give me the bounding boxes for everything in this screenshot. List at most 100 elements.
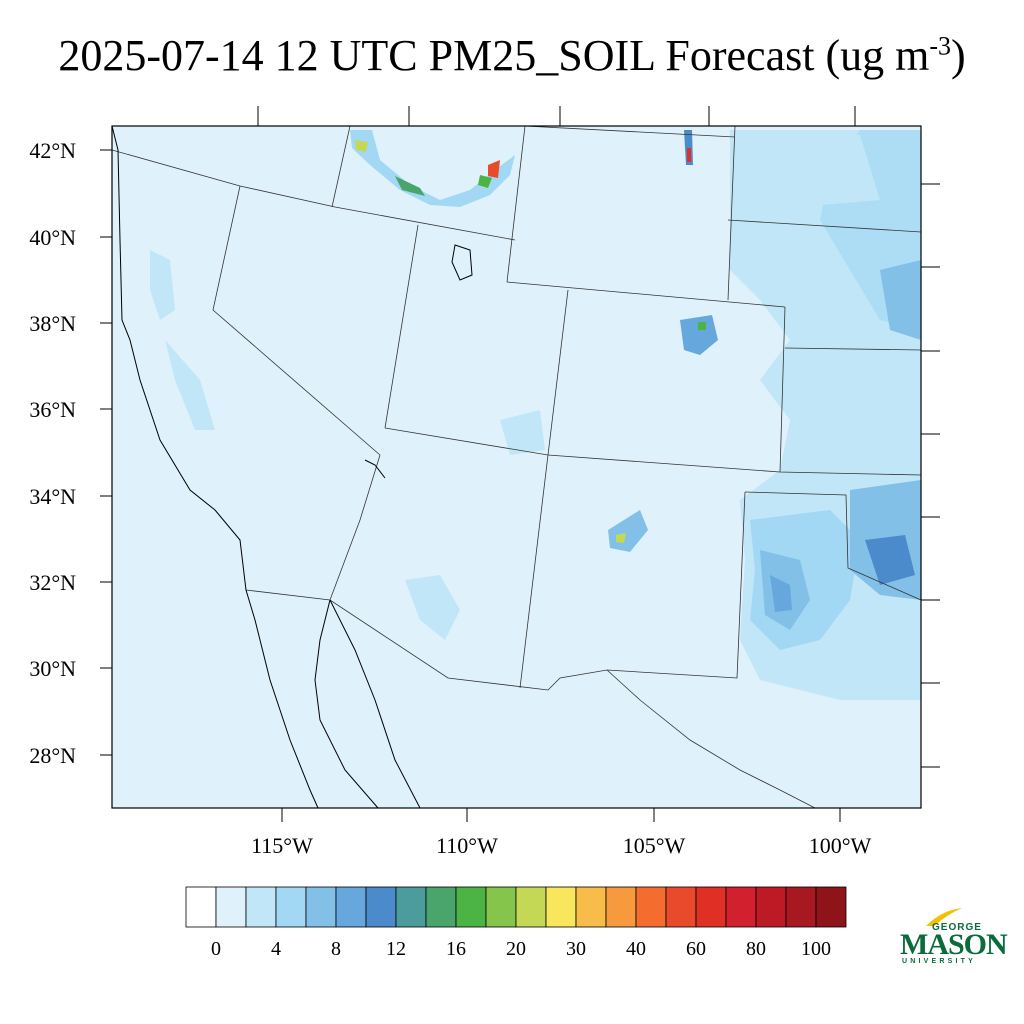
title-close: )	[951, 31, 966, 80]
colorbar-swatch	[485, 886, 517, 928]
colorbar-tick-label: 12	[386, 938, 406, 960]
logo-swoosh-icon	[926, 908, 962, 926]
logo-middle-text: MASON	[900, 928, 1008, 961]
idaho-arc-patch	[350, 130, 515, 207]
colorbar-swatch	[215, 886, 247, 928]
colorbar-swatch	[335, 886, 367, 928]
colorbar-tick-label: 30	[566, 938, 586, 960]
texas-patch-dark	[770, 575, 792, 612]
pacific-coast	[111, 125, 319, 809]
map-panel	[111, 125, 922, 809]
colorbar-swatch	[635, 886, 667, 928]
colorbar-swatch	[815, 886, 847, 928]
colorbar-swatch	[755, 886, 787, 928]
border-nm-tx	[606, 491, 746, 679]
colorado-patch	[680, 315, 718, 355]
colorbar-swatch	[455, 886, 487, 928]
california-valley-patch	[150, 250, 175, 320]
lon-labels: 115°W 110°W 105°W 100°W	[251, 833, 871, 858]
colorbar-tick-label: 16	[446, 938, 466, 960]
border-co-ks	[779, 306, 786, 473]
colorbar-tick-label: 4	[271, 938, 281, 960]
lat-label: 42°N	[29, 138, 76, 163]
border-az-nm	[519, 454, 549, 689]
arizona-patch	[405, 575, 460, 640]
colorbar-tick-label: 100	[801, 938, 831, 960]
colorado-hotspot	[698, 322, 706, 330]
lon-label: 100°W	[809, 833, 872, 858]
lat-label: 36°N	[29, 397, 76, 422]
colorbar-tick-label: 60	[686, 938, 706, 960]
colorbar-swatch	[515, 886, 547, 928]
border-us-mexico	[245, 589, 816, 809]
wyoming-hotspot	[488, 160, 500, 178]
east-texas-dark	[865, 535, 915, 585]
concentration-patches	[150, 130, 921, 700]
lon-label: 105°W	[623, 833, 686, 858]
axis-ticks	[100, 106, 940, 822]
boundaries	[111, 125, 922, 809]
new-mexico-hotspot	[616, 533, 626, 543]
logo-top-text: GEORGE	[932, 922, 982, 933]
border-wy-west	[506, 125, 526, 283]
colorbar-swatch	[695, 886, 727, 928]
lon-label: 115°W	[251, 833, 313, 858]
colorbar-swatch	[545, 886, 577, 928]
border-ca-nv	[212, 185, 381, 456]
map-frame	[111, 125, 922, 809]
border-ut-az	[384, 427, 922, 476]
kansas-patch	[880, 260, 921, 340]
lat-label: 34°N	[29, 484, 76, 509]
colorbar-labels: 0 4 8 12 16 20 30 40 60 80 100	[211, 938, 831, 960]
colorbar-swatch	[425, 886, 457, 928]
title-main: 2025-07-14 12 UTC PM25_SOIL Forecast (ug…	[58, 31, 930, 80]
colorado-river	[364, 459, 386, 479]
lon-label: 110°W	[436, 833, 498, 858]
utah-patch	[500, 410, 545, 455]
border-ut-co	[506, 281, 786, 308]
colorbar-swatch	[665, 886, 697, 928]
border-ok-tx	[744, 491, 922, 601]
colorbar-tick-label: 0	[211, 938, 221, 960]
colorbar-swatch	[185, 886, 217, 928]
gmu-logo: GEORGE MASON UNIVERSITY	[898, 900, 1008, 970]
great-salt-lake	[451, 244, 473, 281]
colorbar-swatch	[575, 886, 607, 928]
border-sd-ne	[524, 125, 736, 138]
border-ca-az	[329, 454, 381, 601]
wyoming-green	[478, 175, 492, 188]
border-or-id-nv	[111, 149, 516, 241]
idaho-hotspot	[355, 140, 368, 152]
colorbar-swatch	[245, 886, 277, 928]
coastline	[111, 125, 473, 809]
lat-label: 30°N	[29, 656, 76, 681]
lat-label: 40°N	[29, 225, 76, 250]
lat-label: 38°N	[29, 311, 76, 336]
lat-labels: 42°N 40°N 38°N 36°N 34°N 32°N 30°N 28°N	[29, 138, 76, 768]
logo-bottom-text: UNIVERSITY	[902, 958, 977, 965]
colorbar-swatch	[395, 886, 427, 928]
chart-title: 2025-07-14 12 UTC PM25_SOIL Forecast (ug…	[0, 30, 1024, 81]
border-nv-ut	[384, 224, 419, 429]
colorbar	[185, 886, 847, 928]
title-unit-exponent: -3	[929, 31, 951, 61]
border-wy-east	[727, 125, 736, 301]
border-id-wy	[331, 125, 351, 208]
baja-east-coast	[329, 599, 421, 809]
border-ks-ok	[784, 347, 922, 351]
gulf-of-california-coast	[314, 599, 379, 809]
border-co-nm	[547, 289, 569, 456]
montana-patch	[740, 135, 880, 205]
colorbar-swatch	[305, 886, 337, 928]
colorbar-tick-label: 80	[746, 938, 766, 960]
idaho-arc-green	[395, 176, 425, 196]
california-central-patch	[165, 340, 215, 430]
colorbar-swatch	[785, 886, 817, 928]
colorbar-tick-label: 40	[626, 938, 646, 960]
lat-label: 28°N	[29, 743, 76, 768]
colorbar-swatch	[605, 886, 637, 928]
lat-label: 32°N	[29, 570, 76, 595]
colorbar-tick-label: 8	[331, 938, 341, 960]
colorbar-swatch	[275, 886, 307, 928]
